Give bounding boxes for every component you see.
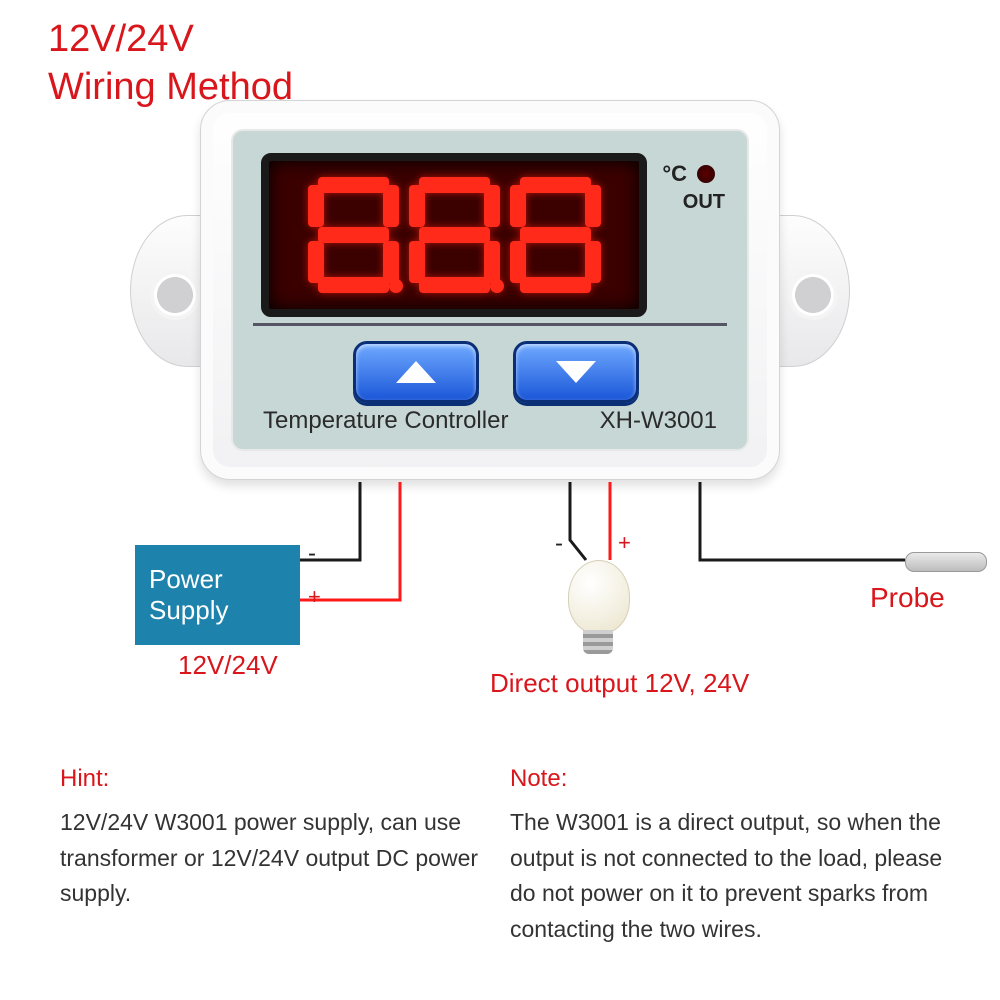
power-voltage-label: 12V/24V: [178, 650, 278, 681]
note-block: Note: The W3001 is a direct output, so w…: [510, 760, 970, 948]
note-body: The W3001 is a direct output, so when th…: [510, 805, 970, 948]
device-label-right: XH-W3001: [600, 407, 717, 435]
output-plus-label: +: [618, 530, 631, 556]
note-heading: Note:: [510, 760, 970, 797]
title-voltage: 12V/24V: [48, 18, 194, 61]
power-supply-box: Power Supply: [135, 545, 300, 645]
digit-3: [508, 175, 603, 295]
unit-label: °C: [662, 161, 687, 187]
power-minus-label: -: [308, 540, 316, 568]
power-supply-label: Power Supply: [149, 564, 229, 626]
mount-ear-right: [768, 215, 850, 367]
wire-probe: [700, 482, 905, 560]
temperature-controller-device: °C OUT: [170, 100, 810, 480]
probe-caption: Probe: [870, 582, 945, 614]
up-button[interactable]: [353, 341, 479, 403]
device-label-row: Temperature Controller XH-W3001: [263, 407, 717, 435]
hint-body: 12V/24V W3001 power supply, can use tran…: [60, 805, 480, 912]
led-display: [261, 153, 647, 317]
load-bulb-icon: [568, 560, 628, 660]
output-minus-label: -: [555, 530, 563, 558]
hint-heading: Hint:: [60, 760, 480, 797]
down-button[interactable]: [513, 341, 639, 403]
digit-1: [306, 175, 401, 295]
device-face: °C OUT: [231, 129, 749, 451]
output-caption: Direct output 12V, 24V: [490, 668, 749, 699]
out-led-icon: [697, 165, 715, 183]
probe-sensor-icon: [905, 552, 987, 572]
digit-2: [407, 175, 502, 295]
device-label-left: Temperature Controller: [263, 407, 508, 435]
device-body: °C OUT: [200, 100, 780, 480]
wire-out-neg: [570, 482, 586, 560]
face-divider: [253, 323, 727, 326]
out-label: OUT: [683, 191, 725, 214]
power-plus-label: +: [308, 584, 321, 610]
hint-block: Hint: 12V/24V W3001 power supply, can us…: [60, 760, 480, 912]
arrow-up-icon: [396, 361, 436, 383]
arrow-down-icon: [556, 361, 596, 383]
